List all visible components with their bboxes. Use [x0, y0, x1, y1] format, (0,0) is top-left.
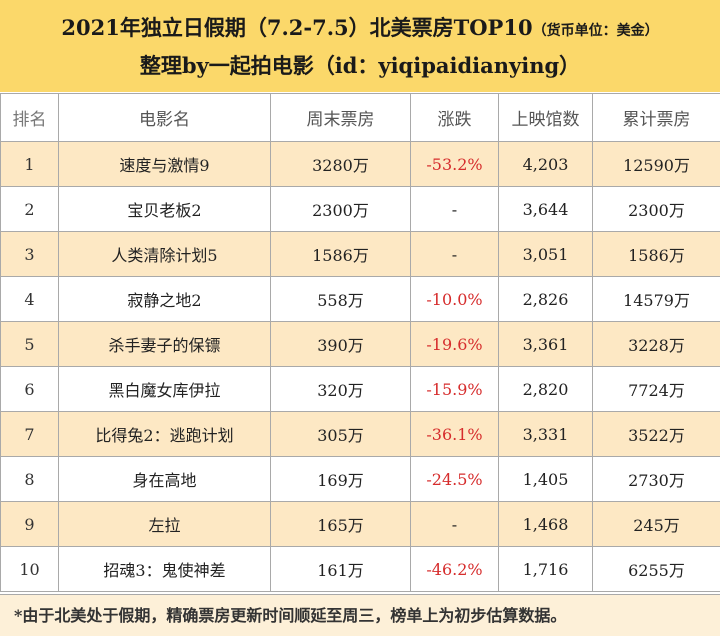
weekend-gross-cell: 320万	[271, 367, 411, 412]
total-gross-cell: 1586万	[593, 232, 720, 277]
rank-cell: 7	[1, 412, 59, 457]
total-gross-cell: 2730万	[593, 457, 720, 502]
column-header-rank: 排名	[1, 94, 59, 142]
weekend-gross-cell: 3280万	[271, 142, 411, 187]
total-gross-cell: 7724万	[593, 367, 720, 412]
column-header-movie: 电影名	[59, 94, 271, 142]
weekend-gross-cell: 558万	[271, 277, 411, 322]
rank-cell: 8	[1, 457, 59, 502]
movie-name-cell: 招魂3：鬼使神差	[59, 547, 271, 592]
theaters-cell: 4,203	[499, 142, 593, 187]
change-cell: -10.0%	[411, 277, 499, 322]
total-gross-cell: 245万	[593, 502, 720, 547]
theaters-cell: 2,826	[499, 277, 593, 322]
weekend-gross-cell: 161万	[271, 547, 411, 592]
total-gross-cell: 14579万	[593, 277, 720, 322]
total-gross-cell: 2300万	[593, 187, 720, 232]
weekend-gross-cell: 169万	[271, 457, 411, 502]
weekend-gross-cell: 1586万	[271, 232, 411, 277]
movie-name-cell: 人类清除计划5	[59, 232, 271, 277]
change-cell: -19.6%	[411, 322, 499, 367]
rank-cell: 9	[1, 502, 59, 547]
theaters-cell: 3,051	[499, 232, 593, 277]
page-subtitle: 整理by一起拍电影（id：yiqipaidianying）	[0, 50, 720, 80]
weekend-gross-cell: 165万	[271, 502, 411, 547]
change-cell: -15.9%	[411, 367, 499, 412]
title-text: 2021年独立日假期（7.2-7.5）北美票房TOP10	[61, 15, 532, 40]
total-gross-cell: 12590万	[593, 142, 720, 187]
rank-cell: 2	[1, 187, 59, 232]
footer-note: *由于北美处于假期，精确票房更新时间顺延至周三，榜单上为初步估算数据。	[0, 594, 720, 636]
rank-cell: 1	[1, 142, 59, 187]
change-cell: -	[411, 502, 499, 547]
weekend-gross-cell: 2300万	[271, 187, 411, 232]
movie-name-cell: 黑白魔女库伊拉	[59, 367, 271, 412]
theaters-cell: 3,644	[499, 187, 593, 232]
theaters-cell: 3,331	[499, 412, 593, 457]
column-header-change: 涨跌	[411, 94, 499, 142]
change-cell: -	[411, 187, 499, 232]
total-gross-cell: 3522万	[593, 412, 720, 457]
movie-name-cell: 左拉	[59, 502, 271, 547]
weekend-gross-cell: 305万	[271, 412, 411, 457]
rank-cell: 4	[1, 277, 59, 322]
change-cell: -53.2%	[411, 142, 499, 187]
column-header-theaters: 上映馆数	[499, 94, 593, 142]
theaters-cell: 1,405	[499, 457, 593, 502]
movie-name-cell: 速度与激情9	[59, 142, 271, 187]
change-cell: -	[411, 232, 499, 277]
theaters-cell: 1,468	[499, 502, 593, 547]
movie-name-cell: 比得兔2：逃跑计划	[59, 412, 271, 457]
currency-unit-note: （货币单位：美金）	[533, 23, 659, 39]
table-header-row: 排名 电影名 周末票房 涨跌 上映馆数 累计票房	[1, 94, 720, 142]
theaters-cell: 1,716	[499, 547, 593, 592]
total-gross-cell: 3228万	[593, 322, 720, 367]
movie-name-cell: 杀手妻子的保镖	[59, 322, 271, 367]
change-cell: -24.5%	[411, 457, 499, 502]
weekend-gross-cell: 390万	[271, 322, 411, 367]
page-title: 2021年独立日假期（7.2-7.5）北美票房TOP10（货币单位：美金）	[0, 12, 720, 42]
change-cell: -36.1%	[411, 412, 499, 457]
column-header-total-gross: 累计票房	[593, 94, 720, 142]
header-banner: 2021年独立日假期（7.2-7.5）北美票房TOP10（货币单位：美金） 整理…	[0, 0, 720, 92]
rank-cell: 10	[1, 547, 59, 592]
rank-cell: 3	[1, 232, 59, 277]
theaters-cell: 3,361	[499, 322, 593, 367]
rank-cell: 6	[1, 367, 59, 412]
rank-cell: 5	[1, 322, 59, 367]
total-gross-cell: 6255万	[593, 547, 720, 592]
theaters-cell: 2,820	[499, 367, 593, 412]
movie-name-cell: 身在高地	[59, 457, 271, 502]
movie-name-cell: 寂静之地2	[59, 277, 271, 322]
movie-name-cell: 宝贝老板2	[59, 187, 271, 232]
column-header-weekend-gross: 周末票房	[271, 94, 411, 142]
change-cell: -46.2%	[411, 547, 499, 592]
